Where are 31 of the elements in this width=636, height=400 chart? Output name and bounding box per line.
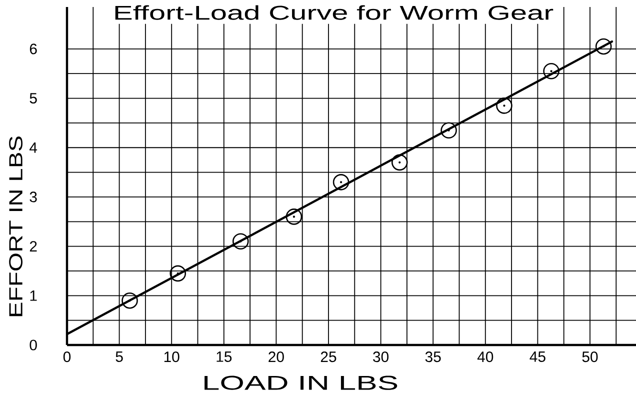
y-tick-label: 6	[30, 44, 37, 54]
y-tick-label: 1	[30, 290, 37, 301]
point	[232, 233, 249, 250]
point	[332, 174, 350, 190]
x-tick-label: 0	[63, 352, 71, 362]
point	[595, 38, 612, 55]
point	[496, 98, 512, 114]
x-tick-label: 10	[164, 352, 180, 362]
x-tick-label: 40	[477, 352, 494, 362]
point	[122, 292, 138, 309]
y-tick-label: 0	[30, 340, 37, 350]
x-tick-label: 50	[582, 352, 598, 362]
x-tick-label: 15	[216, 352, 232, 362]
x-tick-label: 20	[268, 352, 284, 362]
point	[543, 62, 560, 80]
point	[391, 154, 408, 171]
x-tick-label: 35	[425, 352, 441, 362]
x-tick-label: 45	[530, 352, 546, 362]
point	[440, 122, 457, 138]
x-tick-label: 5	[116, 352, 123, 362]
x-axis-title: LOAD IN LBS	[204, 376, 398, 390]
y-tick-label: 2	[30, 241, 37, 252]
point	[170, 265, 186, 282]
x-tick-label: 25	[320, 352, 336, 362]
y-axis-title: EFFORT IN LBS	[9, 136, 22, 316]
chart-title: Effort-Load Curve for Worm Gear	[115, 5, 554, 20]
y-tick-label: 5	[30, 93, 37, 104]
y-tick-label: 4	[30, 142, 38, 153]
point	[286, 208, 302, 225]
y-tick-label: 3	[30, 192, 37, 202]
x-tick-label: 30	[373, 352, 389, 362]
